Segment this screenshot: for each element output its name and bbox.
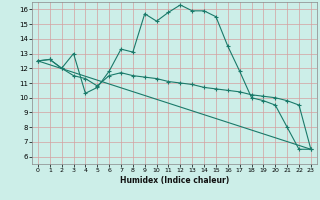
X-axis label: Humidex (Indice chaleur): Humidex (Indice chaleur): [120, 176, 229, 185]
